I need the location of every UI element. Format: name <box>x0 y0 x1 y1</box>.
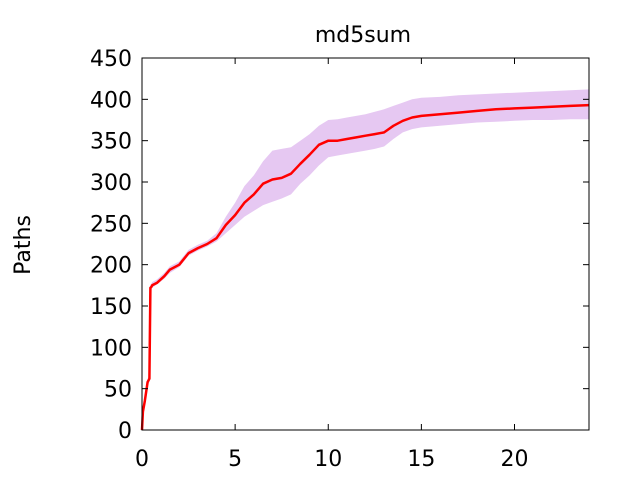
x-tick-label: 20 <box>501 447 529 472</box>
y-axis-label: Paths <box>11 215 36 275</box>
y-tick-label: 0 <box>118 419 132 444</box>
x-tick-label: 10 <box>314 447 342 472</box>
y-tick-label: 100 <box>90 336 132 361</box>
y-tick-label: 350 <box>90 130 132 155</box>
y-tick-label: 250 <box>90 212 132 237</box>
y-tick-label: 450 <box>90 47 132 72</box>
x-tick-label: 0 <box>135 447 149 472</box>
x-tick-label: 15 <box>407 447 435 472</box>
y-tick-label: 200 <box>90 254 132 279</box>
series-line-layer <box>140 103 590 431</box>
series-line <box>140 103 590 431</box>
chart-title: md5sum <box>315 23 411 48</box>
plot-area-frame <box>141 57 590 431</box>
y-tick-label: 50 <box>104 378 132 403</box>
confidence-band-layer <box>142 89 589 431</box>
x-tick-label: 5 <box>228 447 242 472</box>
y-tick-label: 400 <box>90 88 132 113</box>
y-tick-label: 150 <box>90 295 132 320</box>
axis-tick-layer: 0 50 100 150 200 250 300 350 400 450 0 5 10 15 20 <box>90 47 589 472</box>
y-tick-label: 300 <box>90 171 132 196</box>
confidence-band <box>142 89 589 431</box>
